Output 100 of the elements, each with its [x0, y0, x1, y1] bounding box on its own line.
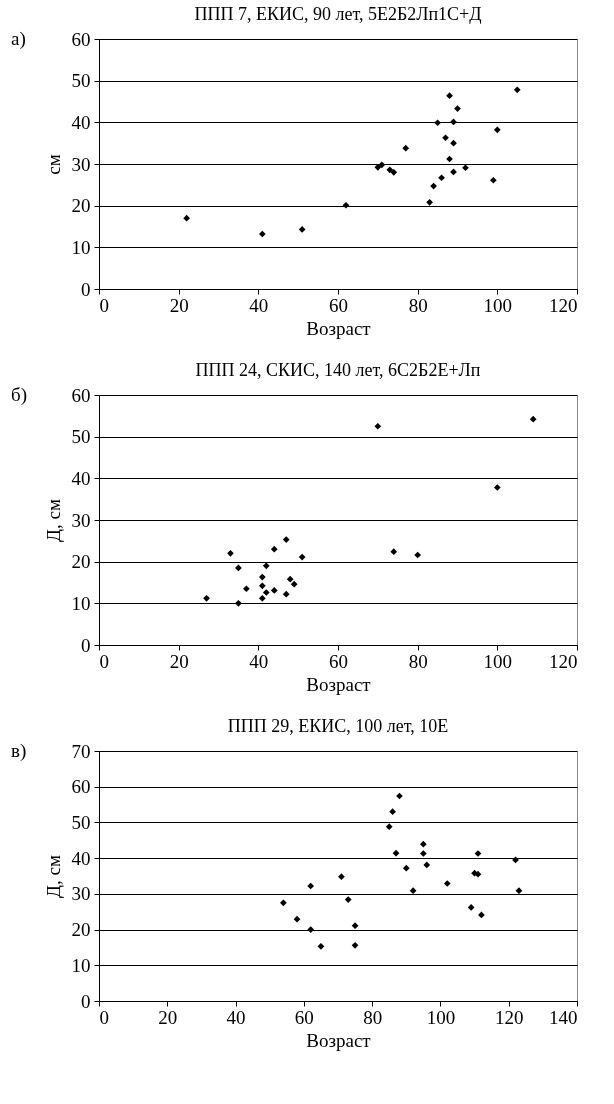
x-axis-title: Возраст	[306, 317, 372, 339]
y-tick-label: 0	[81, 634, 91, 656]
point	[227, 549, 234, 557]
point	[493, 126, 501, 134]
x-tick-label: 120	[549, 294, 578, 316]
x-tick-label: 120	[494, 1006, 524, 1028]
chart-title: ППП 29, ЕКИС, 100 лет, 10Е	[227, 716, 449, 736]
point	[258, 594, 266, 602]
y-tick-label: 0	[81, 990, 91, 1012]
point	[258, 573, 266, 581]
y-tick-label: 50	[71, 811, 91, 833]
point	[298, 226, 306, 233]
point	[344, 896, 352, 903]
point	[443, 880, 451, 887]
point	[386, 166, 394, 174]
point	[423, 861, 431, 869]
y-axis-title: Д, см	[42, 499, 64, 542]
point	[270, 587, 278, 594]
x-tick-label: 40	[226, 1006, 246, 1028]
y-tick-label: 50	[71, 426, 91, 448]
point	[402, 144, 410, 152]
point	[298, 553, 306, 561]
point	[293, 915, 301, 923]
point	[351, 941, 359, 949]
x-tick-label: 60	[329, 650, 348, 672]
point	[478, 911, 485, 919]
y-tick-label: 40	[71, 467, 91, 489]
point	[450, 139, 457, 147]
point	[430, 182, 437, 190]
y-tick-label: 30	[71, 153, 91, 175]
point	[414, 551, 422, 559]
chart-title: ППП 7, ЕКИС, 90 лет, 5Е2Б2Лп1С+Д	[194, 4, 482, 24]
point	[513, 86, 521, 94]
point	[342, 201, 350, 209]
point	[490, 176, 497, 184]
point	[474, 870, 482, 878]
y-tick-label: 20	[71, 919, 91, 941]
x-axis-title: Возраст	[306, 1029, 372, 1051]
y-tick-label: 40	[71, 111, 91, 133]
y-tick-label: 20	[71, 195, 91, 217]
point	[280, 899, 287, 907]
y-tick-label: 30	[71, 509, 91, 531]
y-tick-label: 30	[71, 883, 91, 905]
y-tick-label: 60	[71, 28, 91, 50]
point	[529, 415, 537, 423]
y-tick-label: 10	[71, 236, 91, 258]
point	[493, 484, 501, 491]
point	[385, 823, 393, 831]
point	[243, 585, 250, 593]
point	[282, 590, 290, 598]
x-tick-label: 60	[329, 294, 348, 316]
x-tick-label: 60	[294, 1006, 314, 1028]
y-tick-label: 50	[71, 70, 91, 92]
x-tick-label: 100	[483, 294, 513, 316]
point	[390, 548, 398, 556]
point	[307, 926, 315, 933]
point	[258, 230, 266, 238]
point	[402, 864, 410, 872]
point	[317, 943, 325, 950]
y-tick-label: 10	[71, 954, 91, 976]
point	[426, 198, 433, 206]
point	[351, 922, 359, 929]
point	[515, 887, 523, 894]
x-tick-label: 80	[408, 650, 428, 672]
x-tick-label: 40	[249, 294, 269, 316]
x-tick-label: 0	[99, 650, 109, 672]
text: в)	[11, 740, 27, 762]
point	[235, 599, 242, 607]
point	[282, 536, 290, 543]
x-tick-label: 0	[99, 294, 109, 316]
point	[307, 882, 315, 890]
x-tick-label: 120	[549, 650, 578, 672]
point	[270, 545, 278, 553]
y-axis-title: см	[42, 154, 64, 175]
x-tick-label: 20	[169, 294, 189, 316]
point	[409, 887, 417, 894]
point	[235, 564, 242, 572]
x-tick-label: 80	[363, 1006, 383, 1028]
x-tick-label: 0	[99, 1006, 109, 1028]
point	[258, 582, 266, 590]
point	[438, 174, 445, 182]
y-tick-label: 60	[71, 384, 91, 406]
y-axis-title: Д, см	[42, 855, 64, 898]
point	[262, 589, 270, 596]
x-tick-label: 80	[408, 294, 428, 316]
point	[467, 904, 475, 911]
y-tick-label: 40	[71, 847, 91, 869]
point	[378, 161, 386, 169]
point	[286, 575, 294, 583]
point	[446, 92, 453, 100]
point	[203, 594, 210, 602]
point	[262, 562, 270, 570]
point	[420, 850, 427, 857]
x-tick-label: 100	[483, 650, 513, 672]
y-tick-label: 10	[71, 592, 91, 614]
y-tick-label: 20	[71, 551, 91, 573]
point	[389, 808, 396, 816]
point	[434, 119, 441, 127]
x-tick-label: 40	[249, 650, 269, 672]
point	[442, 134, 449, 142]
